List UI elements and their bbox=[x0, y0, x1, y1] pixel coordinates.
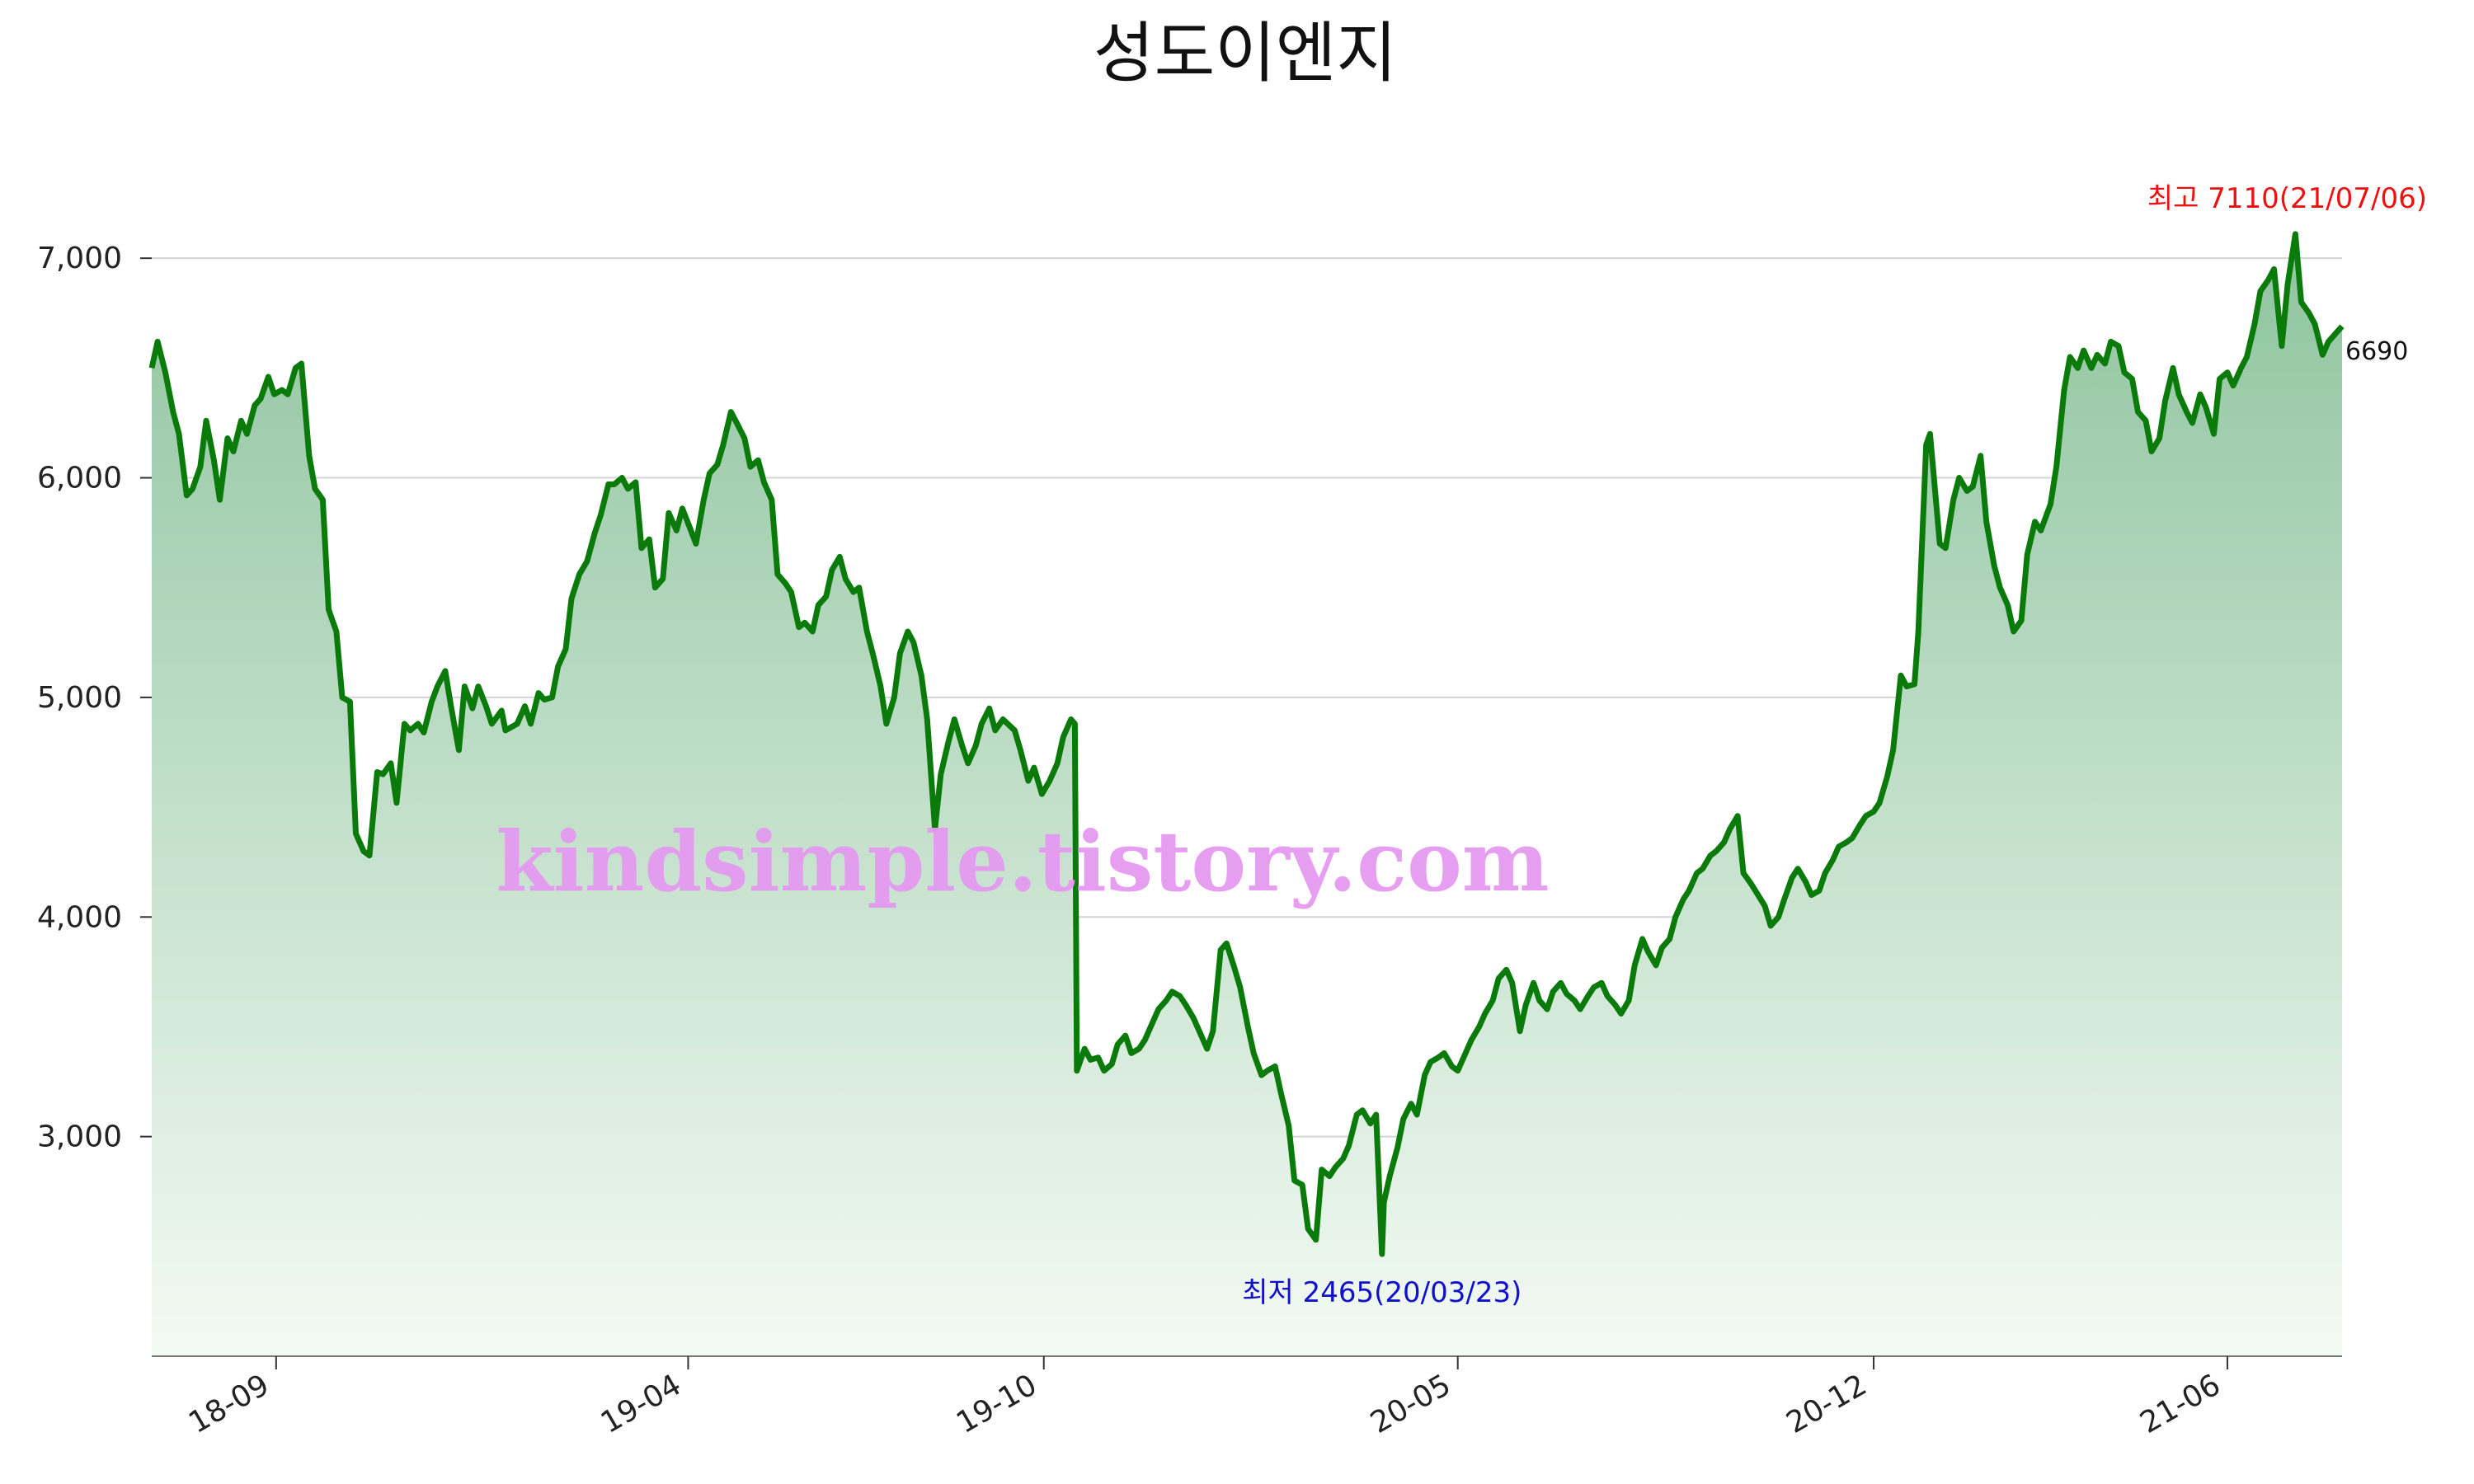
y-tick-label: 6,000 bbox=[37, 462, 122, 495]
y-tick-label: 4,000 bbox=[37, 900, 122, 934]
y-tick-label: 5,000 bbox=[37, 681, 122, 715]
x-tick-label: 18-09 bbox=[183, 1368, 275, 1440]
area-layer bbox=[148, 231, 2345, 1356]
x-tick-label: 19-04 bbox=[595, 1368, 687, 1440]
x-tick-label: 19-10 bbox=[951, 1368, 1042, 1440]
watermark: kindsimple.tistory.com bbox=[496, 813, 1549, 910]
x-axis-ticks: 18-09 19-04 19-10 20-05 20-12 21-06 bbox=[183, 1356, 2228, 1440]
series-line bbox=[148, 231, 2345, 1257]
y-tick-label: 3,000 bbox=[37, 1120, 122, 1154]
x-tick-label: 20-05 bbox=[1365, 1368, 1456, 1440]
chart-title: 성도이엔지 bbox=[1094, 15, 1397, 92]
x-tick-label: 20-12 bbox=[1780, 1368, 1872, 1440]
high-annotation: 최고 7110(21/07/06) bbox=[2147, 182, 2427, 215]
last-value-label: 6690 bbox=[2345, 337, 2408, 366]
x-tick-label: 21-06 bbox=[2134, 1368, 2226, 1440]
low-annotation: 최저 2465(20/03/23) bbox=[1242, 1276, 1522, 1309]
y-tick-label: 7,000 bbox=[37, 242, 122, 275]
series-area-fill bbox=[152, 233, 2342, 1356]
y-axis-ticks: 3,000 4,000 5,000 6,000 7,000 bbox=[37, 242, 152, 1154]
annotations: 최고 7110(21/07/06) 최저 2465(20/03/23) 6690 bbox=[1242, 182, 2427, 1309]
